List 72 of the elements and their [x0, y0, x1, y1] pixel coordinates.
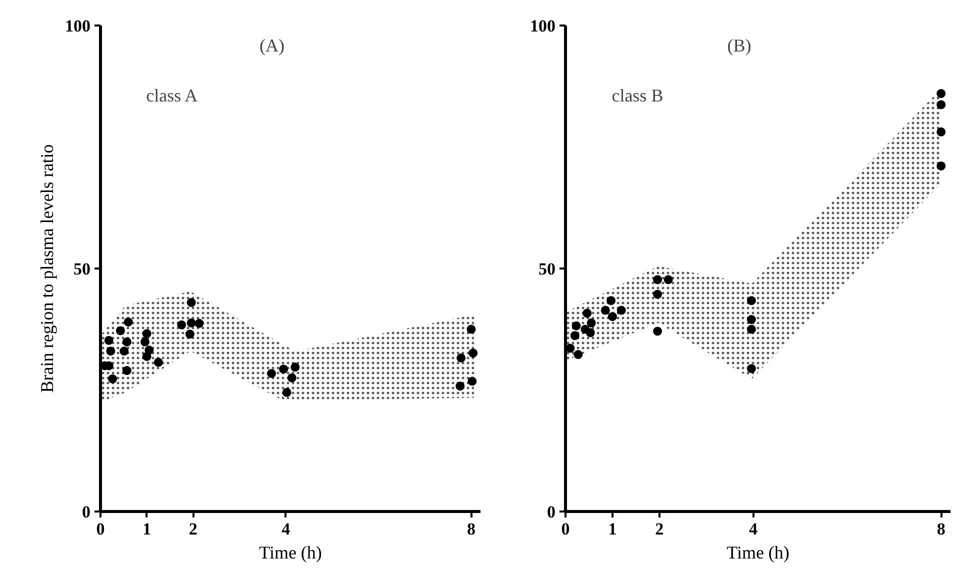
point — [186, 298, 196, 308]
point — [122, 366, 132, 376]
point — [653, 326, 662, 336]
y-tick-label: 100 — [65, 16, 90, 36]
point — [282, 388, 292, 397]
point — [608, 312, 617, 322]
point — [574, 350, 583, 360]
x-tick-label: 8 — [466, 520, 476, 538]
annotation: class A — [146, 86, 198, 106]
point — [746, 315, 756, 324]
point — [466, 324, 476, 334]
text: (A) — [259, 36, 284, 56]
x-tick-label: 0 — [96, 520, 105, 538]
point — [456, 353, 466, 362]
x-axis-title: Time (h) — [259, 542, 322, 562]
point — [177, 320, 186, 330]
x-tick-label: 0 — [561, 520, 570, 538]
point — [279, 364, 288, 374]
point — [140, 337, 150, 346]
point — [616, 306, 626, 315]
point — [290, 362, 300, 372]
point — [185, 330, 194, 339]
point — [606, 296, 616, 306]
point — [572, 321, 581, 330]
y-axis-title: Brain region to plasma levels ratio — [37, 144, 57, 393]
point — [116, 326, 125, 336]
point — [653, 290, 662, 299]
point — [582, 308, 592, 318]
point — [124, 317, 133, 326]
point — [936, 127, 946, 136]
point — [287, 373, 296, 382]
x-tick-label: 2 — [655, 520, 664, 538]
point — [142, 329, 152, 338]
point — [746, 364, 756, 374]
point — [936, 161, 946, 170]
point — [154, 358, 163, 367]
point — [600, 306, 610, 315]
x-tick-label: 2 — [188, 520, 198, 538]
point — [104, 336, 114, 345]
point — [936, 100, 946, 110]
y-tick-label: 0 — [547, 502, 556, 522]
point — [664, 275, 673, 284]
point — [570, 331, 580, 340]
point — [586, 318, 596, 328]
y-tick-label: 50 — [538, 260, 556, 278]
point — [746, 324, 756, 334]
point — [468, 348, 478, 358]
point — [122, 337, 132, 346]
text: (B) — [727, 36, 752, 56]
x-tick-label: 1 — [142, 520, 152, 538]
x-axis-title: Time (h) — [726, 542, 790, 562]
annotation: class B — [612, 86, 664, 106]
y-tick-label: 0 — [82, 502, 90, 522]
point — [194, 318, 204, 328]
point — [653, 275, 662, 284]
point — [120, 346, 129, 356]
point — [267, 368, 276, 378]
x-tick-label: 4 — [749, 520, 758, 538]
x-tick-label: 8 — [936, 520, 946, 538]
y-tick-label: 100 — [530, 16, 556, 36]
point — [186, 318, 196, 328]
point — [468, 376, 477, 386]
point — [106, 346, 116, 356]
x-tick-label: 1 — [608, 520, 617, 538]
point — [936, 89, 946, 98]
point — [142, 352, 152, 361]
point — [456, 382, 465, 391]
point — [746, 296, 756, 306]
point — [108, 374, 118, 384]
x-tick-label: 4 — [282, 520, 291, 538]
point — [580, 324, 590, 334]
y-tick-label: 50 — [74, 260, 90, 278]
